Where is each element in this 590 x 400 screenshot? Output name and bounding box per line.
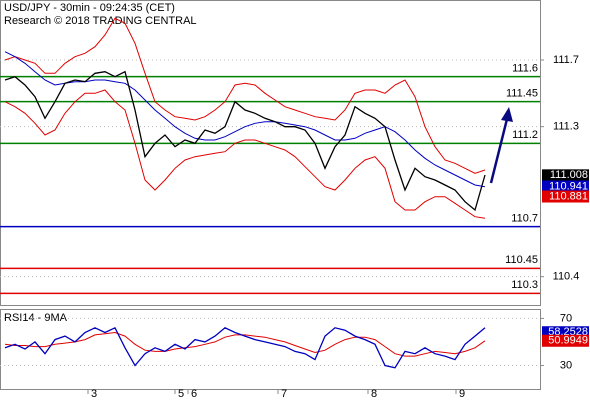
price-tag-label: 110.941 <box>549 180 588 192</box>
series-line <box>4 331 486 357</box>
series-line <box>4 17 486 174</box>
price-panel-frame <box>0 0 541 306</box>
price-tag <box>542 180 589 193</box>
y-tick-label: 110.4 <box>553 271 580 283</box>
price-tag-label: 50.9949 <box>548 335 588 347</box>
price-tag-label: 110.881 <box>549 190 588 202</box>
y-tick-label: 30 <box>560 359 572 371</box>
x-tick-label: 5 <box>178 388 184 400</box>
level-label: 110.7 <box>511 213 538 225</box>
x-tick-label: 8 <box>371 388 377 400</box>
rsi-panel-frame <box>0 309 541 390</box>
y-tick-label: 111.3 <box>553 121 579 133</box>
y-tick-label: 111.7 <box>553 54 579 66</box>
forecast-arrowhead <box>501 107 513 122</box>
price-tag <box>542 190 589 203</box>
chart-subtitle: Research © 2018 TRADING CENTRAL <box>4 15 197 27</box>
level-label: 111.2 <box>512 129 538 141</box>
rsi-title: RSI14 - 9MA <box>4 312 68 324</box>
x-tick-label: 9 <box>459 388 465 400</box>
chart-title: USD/JPY - 30min - 09:24:35 (CET) <box>4 2 175 14</box>
level-label: 110.45 <box>505 254 538 266</box>
level-label: 111.6 <box>512 63 538 75</box>
series-line <box>4 51 486 188</box>
series-line <box>4 326 486 369</box>
level-label: 110.3 <box>511 279 538 291</box>
y-tick-label: 70 <box>560 312 572 324</box>
series-line <box>4 70 486 212</box>
x-tick-label: 6 <box>191 388 197 400</box>
level-label: 111.45 <box>506 88 538 100</box>
x-tick-label: 3 <box>91 388 97 400</box>
x-tick-label: 7 <box>281 388 287 400</box>
series-line <box>4 89 486 219</box>
forecast-arrow <box>489 114 510 184</box>
price-tag <box>542 334 589 347</box>
price-tag <box>542 169 589 182</box>
price-tag-label: 111.008 <box>550 169 588 181</box>
